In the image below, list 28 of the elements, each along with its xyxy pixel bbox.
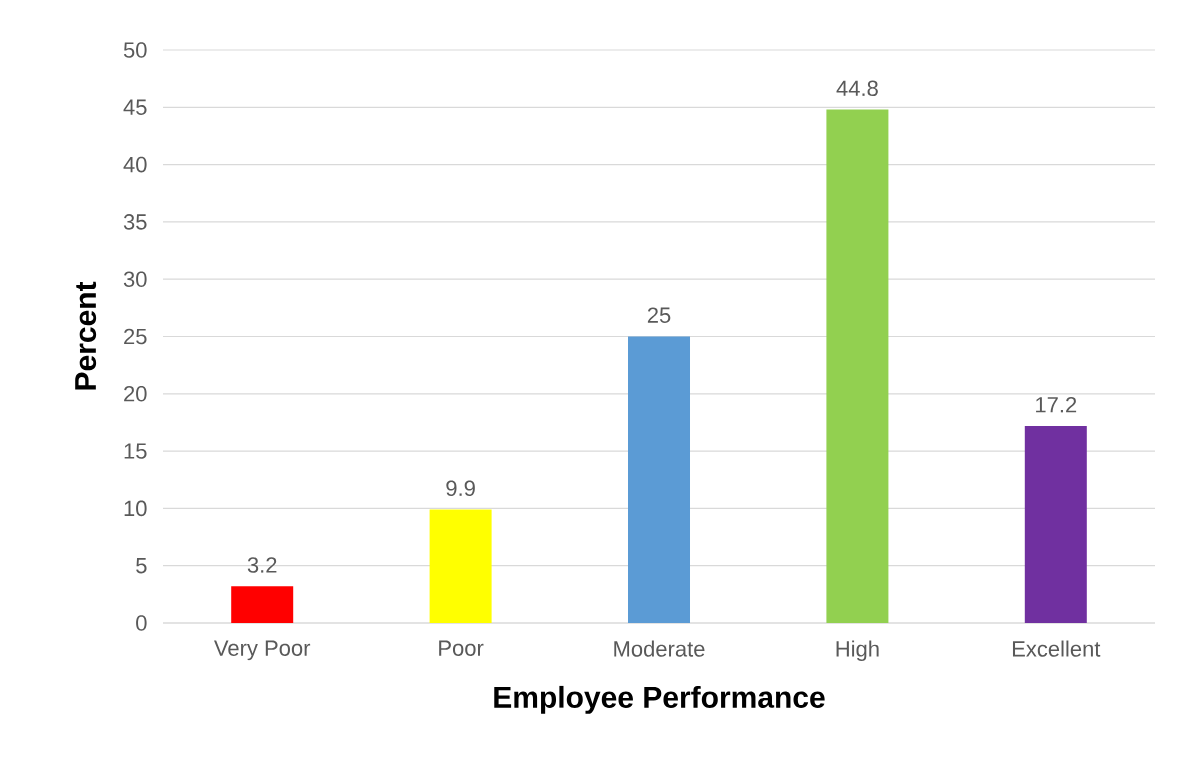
- y-tick-label: 20: [124, 386, 147, 402]
- y-tick-label: 30: [123, 271, 147, 287]
- y-tick-label: 5: [136, 558, 147, 574]
- x-tick-label: High: [836, 640, 879, 662]
- x-tick-label: Poor: [439, 640, 484, 656]
- bar: [628, 336, 691, 623]
- data-label: 3.2: [247, 557, 277, 573]
- data-label: 17.2: [1036, 396, 1077, 413]
- y-axis-title: Percent: [75, 281, 97, 390]
- bar: [231, 586, 294, 623]
- data-label: 44.8: [836, 80, 878, 97]
- data-label: 9.9: [446, 480, 475, 497]
- y-tick-label: 45: [123, 99, 147, 115]
- x-tick-label: Excellent: [1012, 640, 1101, 657]
- y-tick-label: 25: [124, 328, 147, 345]
- bar: [826, 109, 889, 623]
- bar: [1024, 425, 1087, 623]
- x-axis-title: Employee Performance: [494, 685, 825, 714]
- y-tick-label: 10: [124, 500, 147, 517]
- y-tick-label: 50: [123, 42, 147, 58]
- y-tick-label: 35: [123, 214, 147, 230]
- y-tick-label: 0: [136, 615, 147, 631]
- data-label: 25: [647, 307, 671, 323]
- x-tick-label: Moderate: [614, 640, 705, 657]
- y-tick-label: 40: [123, 156, 147, 173]
- bar: [429, 509, 492, 623]
- y-tick-label: 15: [124, 443, 147, 459]
- x-tick-label: Very Poor: [213, 640, 311, 661]
